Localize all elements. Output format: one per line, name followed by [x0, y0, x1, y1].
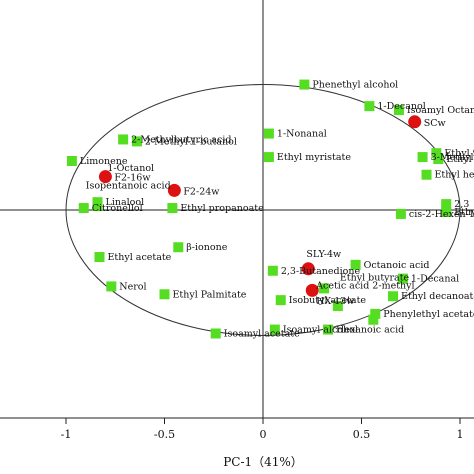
variable-point	[397, 273, 408, 284]
variable-label: 2-Methylbutyric acid	[131, 134, 231, 145]
variable-label: Nerol	[119, 281, 146, 292]
variable-point	[431, 148, 442, 159]
variable-point	[92, 201, 103, 212]
variable-label: Ethy	[454, 207, 474, 218]
variable-label: Ethyl acetate	[107, 252, 171, 263]
annotation-label: SLY-4w	[306, 249, 341, 260]
annotation-label: 1-Octanol	[107, 163, 154, 174]
variable-label: 2,3-Butanedione	[281, 266, 361, 277]
variable-label: Linalool	[106, 197, 145, 208]
variable-label: Isoamyl acetate	[224, 328, 300, 339]
variable-point	[66, 156, 77, 166]
variable-label: 1-Nonanal	[277, 129, 327, 140]
variable-label: Phenethyl alcohol	[312, 80, 398, 91]
sample-point	[167, 183, 181, 197]
variable-point	[323, 324, 334, 335]
variable-label: Phenylethyl acetate	[383, 309, 474, 320]
sample-label: F2-16w	[114, 173, 150, 184]
x-tick-label: 0	[260, 428, 267, 441]
variable-label: Ethyl Palmitate	[173, 289, 247, 300]
sample-label: F2-24w	[183, 186, 219, 197]
variable-point	[118, 134, 129, 145]
variable-point	[267, 265, 278, 276]
variable-point	[417, 152, 428, 163]
variable-label: Isoamyl Octanoate	[407, 105, 474, 116]
variable-label: Ethyl decanoate	[401, 291, 474, 302]
variable-label: Ethyl myristate	[277, 152, 351, 163]
variable-label: Isobutyl acetate	[289, 295, 367, 306]
variable-label: β-ionone	[186, 242, 227, 253]
variable-label: Ethyl	[446, 154, 471, 165]
variable-label: Ethyl 9	[444, 148, 474, 159]
variable-point	[263, 128, 274, 139]
variable-point	[106, 281, 117, 292]
variable-point	[299, 79, 310, 90]
variable-label: cis-2-Hexen-1-ol	[409, 209, 474, 220]
variable-point	[441, 199, 452, 210]
variable-point	[332, 301, 343, 312]
variable-label: Limonene	[80, 156, 128, 167]
sample-point	[408, 115, 422, 129]
variable-label: Ethyl propanoate	[180, 203, 264, 214]
confidence-ellipse	[65, 84, 461, 336]
variable-point	[263, 152, 274, 163]
variable-point	[131, 136, 142, 147]
variable-point	[210, 328, 221, 339]
variable-label: 2,3	[454, 199, 469, 210]
annotation-label: Acetic acid 2-methyl	[315, 280, 414, 291]
sample-label: SCw	[424, 118, 446, 129]
variable-point	[319, 283, 330, 294]
variable-point	[364, 101, 375, 112]
variable-label: 1-Decanol	[377, 101, 425, 112]
variable-point	[350, 259, 361, 270]
variable-point	[370, 308, 381, 319]
variable-point	[167, 203, 178, 214]
sample-point	[305, 283, 319, 297]
variable-label: 1-Decanal	[411, 274, 459, 285]
variable-point	[441, 206, 452, 217]
x-tick-label: -1	[61, 428, 72, 441]
annotation-label: Ethyl butyrate	[340, 273, 410, 284]
x-ticks: -1 -0.5 0 0.5 1	[61, 418, 464, 441]
variable-point	[275, 295, 286, 306]
variable-label: Ethyl hexanoate	[435, 170, 474, 181]
variable-point	[388, 291, 399, 302]
variable-label: Citronellol	[92, 203, 143, 214]
variable-label: Isoamyl alcohol	[283, 325, 358, 336]
x-tick-label: 0.5	[353, 428, 371, 441]
variable-point	[395, 208, 406, 219]
variable-point	[421, 169, 432, 180]
annotation-label: HX-13w	[316, 296, 354, 307]
data-points	[66, 79, 452, 339]
variable-point	[368, 314, 379, 325]
variable-label: 2-Methyl-1-butanol	[145, 136, 237, 147]
sample-point	[301, 262, 315, 276]
variable-label: Octanoic acid	[364, 260, 430, 271]
variable-label: 3-Methyl-1-pentanol	[431, 152, 474, 163]
variable-point	[269, 324, 280, 335]
variable-point	[173, 242, 184, 253]
variable-point	[94, 252, 105, 263]
variable-label: Hexanoic acid	[336, 325, 404, 336]
variable-point	[159, 289, 170, 300]
variable-point	[78, 203, 89, 214]
x-tick-label: -0.5	[154, 428, 175, 441]
x-axis-title: PC-1（41%）	[223, 455, 303, 469]
annotation-label: Isopentanoic acid	[86, 180, 171, 191]
x-tick-label: 1	[457, 428, 464, 441]
variable-point	[433, 154, 444, 165]
variable-point	[393, 105, 404, 116]
sample-point	[98, 170, 112, 184]
